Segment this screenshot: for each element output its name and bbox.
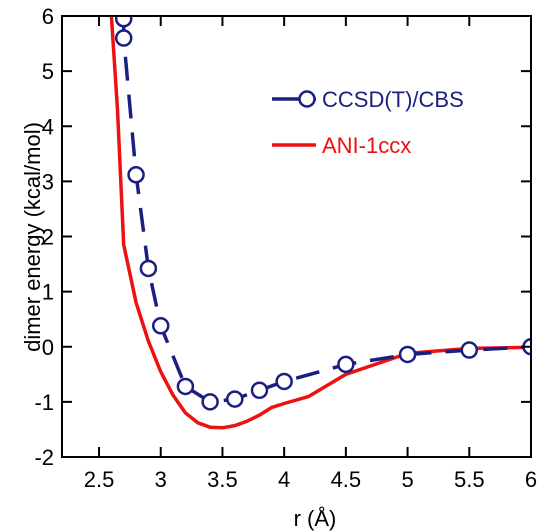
data-point-ccsd-t-cbs — [398, 345, 417, 364]
y-tick-label: 5 — [42, 59, 54, 84]
legend-marker-ccsd-t-cbs — [298, 90, 316, 108]
x-axis-label: r (Å) — [294, 506, 337, 531]
plot-frame — [61, 15, 532, 458]
y-tick-label: 1 — [42, 280, 54, 305]
data-point-ccsd-t-cbs — [201, 393, 219, 411]
x-tick-label: 5 — [401, 467, 413, 492]
y-axis-label: dimer energy (kcal/mol) — [20, 122, 45, 352]
data-point-ccsd-t-cbs — [460, 341, 479, 359]
data-point-ccsd-t-cbs — [176, 377, 195, 396]
data-point-ccsd-t-cbs — [275, 372, 293, 391]
y-tick-label: 6 — [42, 4, 54, 29]
x-tick-label: 4 — [278, 467, 290, 492]
plot-area — [109, 16, 531, 430]
data-point-ccsd-t-cbs — [114, 29, 133, 47]
x-tick-label: 4.5 — [331, 467, 362, 492]
axes: 2.5 3 3.5 4 4.5 5 5.5 6 -2 -1 0 1 2 3 4 5 6 — [34, 4, 537, 492]
y-tick-label: 4 — [42, 114, 54, 139]
x-tick-label: 2.5 — [84, 467, 115, 492]
series-line-ccsd-t-cbs — [121, 18, 531, 404]
x-tick-label: 5.5 — [454, 467, 485, 492]
data-point-ccsd-t-cbs — [139, 259, 158, 278]
y-tick-label: -2 — [34, 445, 54, 470]
y-tick-label: -1 — [34, 390, 54, 415]
series-line-ani-1ccx — [109, 16, 531, 430]
x-tick-label: 3.5 — [207, 467, 238, 492]
data-point-ccsd-t-cbs — [127, 166, 145, 184]
y-tick-label: 3 — [42, 169, 54, 194]
y-tick-label: 0 — [42, 335, 54, 360]
data-point-ccsd-t-cbs — [114, 16, 133, 28]
x-tick-label: 6 — [525, 467, 537, 492]
x-tick-label: 3 — [155, 467, 167, 492]
data-point-ccsd-t-cbs — [226, 390, 244, 408]
legend-label-ani-1ccx: ANI-1ccx — [322, 133, 411, 158]
data-point-ccsd-t-cbs — [337, 355, 355, 374]
data-point-ccsd-t-cbs — [151, 317, 170, 335]
legend-label-ccsd-t-cbs: CCSD(T)/CBS — [322, 87, 464, 112]
legend: CCSD(T)/CBS ANI-1ccx — [272, 87, 464, 158]
y-tick-label: 2 — [42, 225, 54, 250]
data-point-ccsd-t-cbs — [250, 381, 269, 400]
